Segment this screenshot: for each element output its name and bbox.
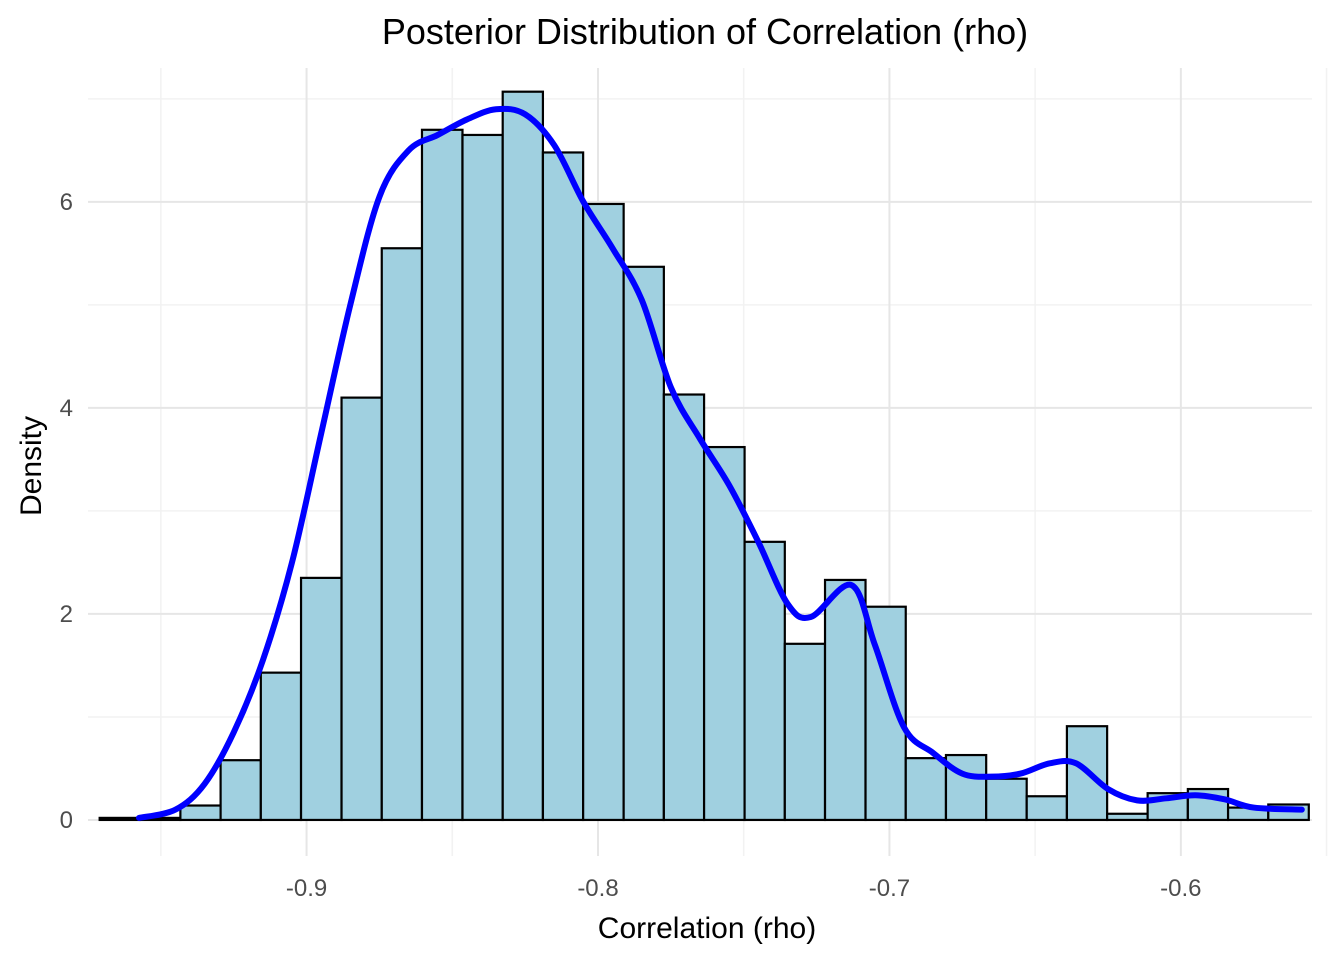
histogram-bar xyxy=(299,576,343,822)
histogram-bar xyxy=(340,396,383,822)
histogram-bar xyxy=(985,777,1028,822)
x-tick-label: -0.9 xyxy=(286,875,327,902)
histogram-bar xyxy=(1106,812,1149,822)
histogram-bar xyxy=(98,816,141,822)
y-tick-label: 2 xyxy=(60,601,73,628)
histogram-bar xyxy=(420,128,464,822)
histogram-bar xyxy=(219,759,262,822)
histogram-bar xyxy=(501,90,545,822)
density-curve xyxy=(136,105,1305,821)
density-curve-layer xyxy=(136,105,1305,821)
chart-title: Posterior Distribution of Correlation (r… xyxy=(382,11,1028,52)
x-tick-label: -0.6 xyxy=(1160,875,1201,902)
y-tick-label: 0 xyxy=(60,807,73,834)
histogram-bar xyxy=(1025,795,1069,822)
histogram-bar xyxy=(582,202,625,822)
y-axis-label: Density xyxy=(15,416,48,516)
histogram-bar xyxy=(179,804,222,822)
x-tick-label: -0.7 xyxy=(869,875,910,902)
histogram-bar xyxy=(904,757,948,822)
tick-labels: -0.9 -0.8 -0.7 -0.6 0 2 4 6 xyxy=(60,189,1202,902)
histogram-bar xyxy=(380,247,424,822)
x-axis-label: Correlation (rho) xyxy=(598,912,816,945)
histogram-bar xyxy=(662,393,706,822)
histogram-bar xyxy=(259,671,303,822)
histogram-bar xyxy=(461,133,504,822)
histogram-bar xyxy=(783,642,827,822)
histogram-bar xyxy=(541,151,585,822)
histogram-bar xyxy=(823,578,867,822)
histogram-bar xyxy=(702,445,746,822)
y-tick-label: 4 xyxy=(60,395,73,422)
x-tick-label: -0.8 xyxy=(577,875,618,902)
y-tick-label: 6 xyxy=(60,189,73,216)
